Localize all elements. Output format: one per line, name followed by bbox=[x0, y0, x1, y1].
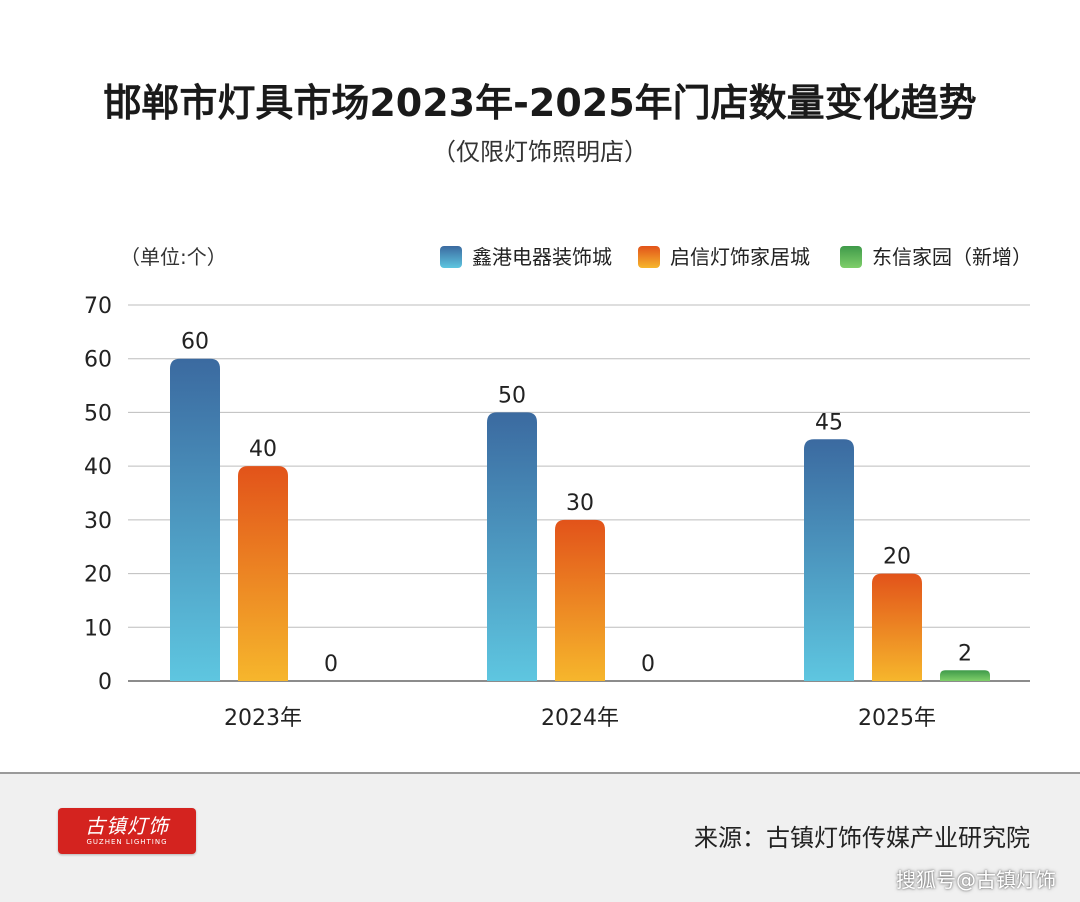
logo-text: 古镇灯饰 bbox=[85, 814, 169, 838]
bar bbox=[872, 573, 922, 681]
bar bbox=[940, 670, 990, 681]
y-tick-label: 40 bbox=[84, 455, 112, 480]
data-label: 0 bbox=[641, 652, 655, 677]
footer: 古镇灯饰 GUZHEN LIGHTING 来源：古镇灯饰传媒产业研究院 搜狐号@… bbox=[0, 772, 1080, 902]
legend-label: 启信灯饰家居城 bbox=[670, 245, 810, 269]
legend-label: 东信家园（新增） bbox=[872, 245, 1032, 269]
x-tick-label: 2023年 bbox=[224, 706, 302, 731]
bar bbox=[555, 519, 605, 681]
bar bbox=[170, 358, 220, 681]
y-tick-label: 20 bbox=[84, 563, 112, 588]
data-label: 20 bbox=[883, 545, 911, 570]
y-tick-label: 10 bbox=[84, 616, 112, 641]
bar bbox=[238, 466, 288, 681]
data-label: 0 bbox=[324, 652, 338, 677]
chart-subtitle: （仅限灯饰照明店） bbox=[432, 138, 648, 166]
data-label: 45 bbox=[815, 410, 843, 435]
bar bbox=[804, 439, 854, 681]
x-tick-label: 2024年 bbox=[541, 706, 619, 731]
y-tick-label: 60 bbox=[84, 348, 112, 373]
chart-title: 邯郸市灯具市场2023年-2025年门店数量变化趋势 bbox=[103, 81, 977, 125]
data-label: 50 bbox=[498, 383, 526, 408]
y-tick-label: 70 bbox=[84, 294, 112, 319]
bar-chart: （单位:个） 鑫港电器装饰城 启信灯饰家居城 东信家园（新增）010203040506… bbox=[84, 245, 1032, 731]
unit-label: （单位:个） bbox=[120, 245, 227, 269]
data-label: 30 bbox=[566, 491, 594, 516]
legend-label: 鑫港电器装饰城 bbox=[472, 245, 612, 269]
data-label: 2 bbox=[958, 641, 972, 666]
y-tick-label: 50 bbox=[84, 401, 112, 426]
data-label: 40 bbox=[249, 437, 277, 462]
watermark: 搜狐号@古镇灯饰 bbox=[896, 868, 1056, 892]
legend-swatch bbox=[440, 246, 462, 268]
bar bbox=[487, 412, 537, 681]
brand-logo: 古镇灯饰 GUZHEN LIGHTING bbox=[58, 808, 196, 854]
legend-swatch bbox=[840, 246, 862, 268]
data-label: 60 bbox=[181, 330, 209, 355]
y-tick-label: 30 bbox=[84, 509, 112, 534]
y-tick-label: 0 bbox=[98, 670, 112, 695]
x-tick-label: 2025年 bbox=[858, 706, 936, 731]
source-note: 来源：古镇灯饰传媒产业研究院 bbox=[694, 824, 1030, 852]
logo-subtext: GUZHEN LIGHTING bbox=[86, 838, 168, 846]
legend-swatch bbox=[638, 246, 660, 268]
